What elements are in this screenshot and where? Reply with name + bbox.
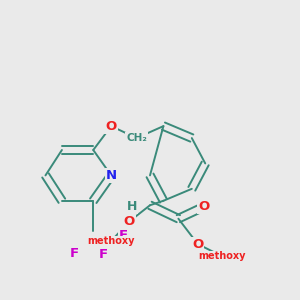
Text: F: F: [69, 247, 78, 260]
Text: methoxy: methoxy: [198, 251, 245, 261]
Text: O: O: [124, 215, 135, 228]
Text: F: F: [99, 248, 108, 261]
Text: O: O: [106, 120, 117, 133]
Text: N: N: [106, 169, 117, 182]
Text: methoxy: methoxy: [87, 236, 135, 246]
Text: CH₂: CH₂: [126, 133, 147, 143]
Text: O: O: [198, 200, 209, 213]
Text: F: F: [118, 229, 128, 242]
Text: O: O: [192, 238, 203, 250]
Text: H: H: [127, 200, 137, 213]
